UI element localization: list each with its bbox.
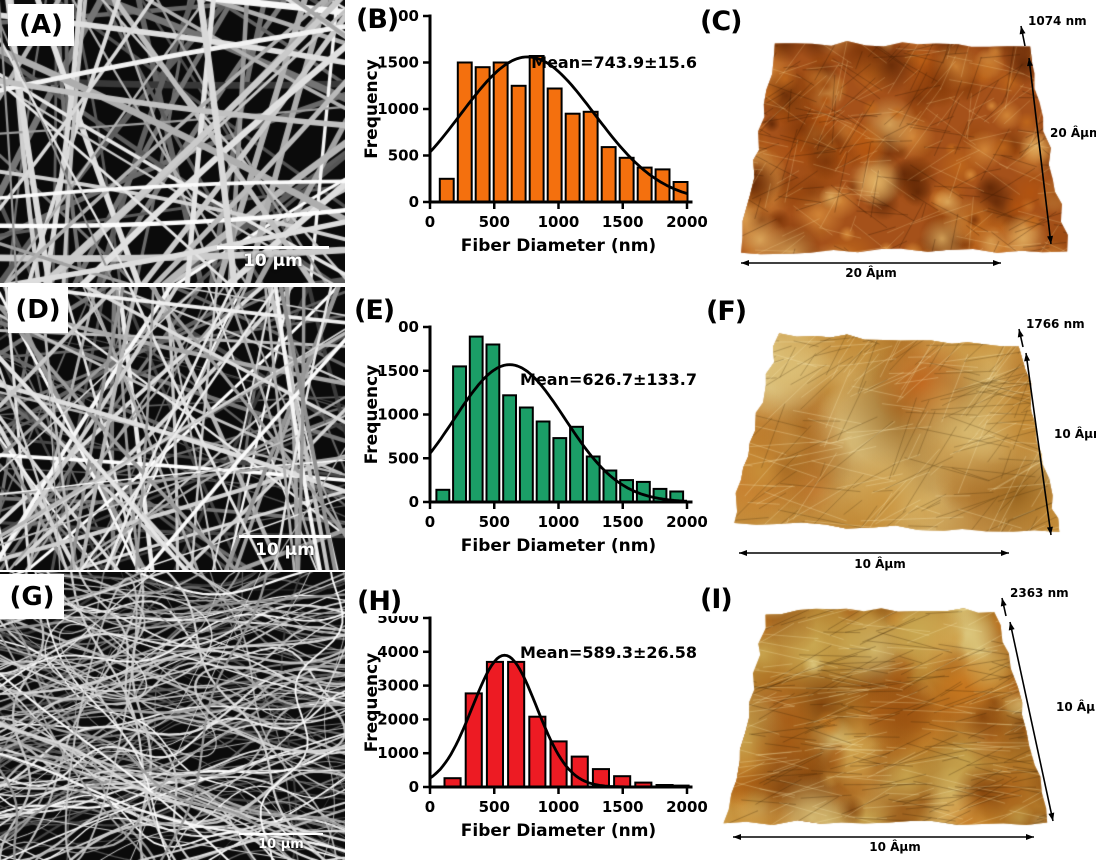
svg-text:Fiber Diameter (nm): Fiber Diameter (nm) bbox=[461, 536, 656, 556]
afm-horizontal-scale-label-i: 10 Âµm bbox=[869, 840, 921, 854]
histogram-panel-h: 0 1000 2000 3000 4000 5000 0 500 1000 1500 2000 Fib… bbox=[345, 574, 720, 860]
svg-text:0: 0 bbox=[409, 778, 419, 796]
sem-micrograph-a bbox=[0, 0, 345, 283]
sem-micrograph-d bbox=[0, 287, 345, 570]
afm-annotation-arrows-i bbox=[733, 597, 1055, 840]
afm-panel-i: 2363 nm 10 Âµm 10 Âµm bbox=[720, 574, 1096, 860]
svg-text:1000: 1000 bbox=[377, 744, 419, 762]
histogram-panel-e: 0 500 1000 1500 00 0 500 1000 1500 2000 Fiber Diam… bbox=[345, 287, 720, 574]
scale-bar-label: 10 µm bbox=[255, 540, 315, 560]
scale-bar-line bbox=[239, 833, 323, 835]
svg-text:0: 0 bbox=[409, 493, 419, 511]
sem-panel-a: (A) 10 µm bbox=[0, 0, 345, 283]
sem-micrograph-g bbox=[0, 572, 345, 860]
svg-text:Frequency: Frequency bbox=[362, 365, 382, 465]
svg-text:Frequency: Frequency bbox=[362, 59, 382, 159]
svg-text:1000: 1000 bbox=[377, 406, 419, 424]
svg-text:1500: 1500 bbox=[377, 54, 419, 72]
afm-horizontal-scale-label-c: 20 Âµm bbox=[845, 266, 897, 280]
svg-text:1500: 1500 bbox=[602, 213, 644, 231]
svg-text:Fiber Diameter (nm): Fiber Diameter (nm) bbox=[461, 821, 656, 841]
svg-text:500: 500 bbox=[479, 213, 510, 231]
svg-text:0: 0 bbox=[409, 193, 419, 211]
panel-letter-g: (G) bbox=[9, 581, 55, 612]
svg-text:1000: 1000 bbox=[538, 213, 580, 231]
svg-text:500: 500 bbox=[479, 798, 510, 816]
svg-text:Fiber Diameter (nm): Fiber Diameter (nm) bbox=[461, 236, 656, 256]
scale-bar-g: 10 µm bbox=[239, 833, 323, 852]
svg-text:1500: 1500 bbox=[602, 798, 644, 816]
svg-text:500: 500 bbox=[388, 147, 419, 165]
svg-text:2000: 2000 bbox=[377, 710, 419, 728]
svg-text:Mean=589.3±26.58: Mean=589.3±26.58 bbox=[520, 643, 697, 662]
scale-bar-line bbox=[239, 535, 331, 538]
svg-text:1500: 1500 bbox=[602, 513, 644, 531]
svg-text:1500: 1500 bbox=[377, 362, 419, 380]
panel-letter-c: (C) bbox=[700, 6, 742, 37]
svg-text:0: 0 bbox=[425, 798, 435, 816]
afm-height-label-i: 2363 nm bbox=[1010, 586, 1069, 600]
svg-text:3000: 3000 bbox=[377, 677, 419, 695]
panel-letter-b: (B) bbox=[356, 4, 399, 35]
panel-label-box-a: (A) bbox=[8, 4, 74, 46]
afm-vertical-scale-label-f: 10 Âµm bbox=[1054, 427, 1096, 441]
afm-annotation-arrows-c bbox=[741, 25, 1054, 266]
sem-panel-d: (D) 10 µm bbox=[0, 287, 345, 570]
panel-letter-h: (H) bbox=[357, 586, 402, 617]
scale-bar-label: 10 µm bbox=[243, 251, 303, 271]
svg-text:0: 0 bbox=[425, 513, 435, 531]
sem-panel-g: (G) 10 µm bbox=[0, 572, 345, 860]
panel-letter-e: (E) bbox=[354, 295, 395, 326]
svg-text:00: 00 bbox=[398, 318, 419, 336]
panel-label-box-d: (D) bbox=[8, 287, 68, 333]
panel-letter-f: (F) bbox=[706, 296, 747, 327]
panel-label-box-g: (G) bbox=[0, 574, 64, 619]
svg-text:0: 0 bbox=[425, 213, 435, 231]
scale-bar-d: 10 µm bbox=[239, 535, 331, 560]
panel-letter-a: (A) bbox=[19, 10, 63, 40]
histogram-panel-b: 0 500 1000 1500 00 0 500 1000 1500 2000 Fiber Diam… bbox=[345, 0, 720, 287]
svg-text:1000: 1000 bbox=[377, 100, 419, 118]
afm-vertical-scale-label-i: 10 Âµm bbox=[1056, 700, 1096, 714]
svg-text:4000: 4000 bbox=[377, 643, 419, 661]
afm-topography-i bbox=[720, 574, 1096, 860]
afm-topography-f bbox=[720, 287, 1096, 574]
svg-text:2000: 2000 bbox=[666, 798, 708, 816]
scale-bar-a: 10 µm bbox=[217, 246, 329, 271]
afm-height-label-c: 1074 nm bbox=[1028, 14, 1087, 28]
afm-topography-c bbox=[720, 0, 1096, 287]
svg-text:500: 500 bbox=[479, 513, 510, 531]
svg-text:1000: 1000 bbox=[538, 513, 580, 531]
svg-text:Mean=743.9±15.6: Mean=743.9±15.6 bbox=[531, 53, 697, 72]
scale-bar-line bbox=[217, 246, 329, 249]
afm-annotation-arrows-f bbox=[739, 328, 1053, 556]
afm-horizontal-scale-label-f: 10 Âµm bbox=[854, 557, 906, 571]
panel-letter-d: (D) bbox=[15, 295, 61, 325]
afm-panel-c: 1074 nm 20 Âµm 20 Âµm bbox=[720, 0, 1096, 287]
svg-text:2000: 2000 bbox=[666, 213, 708, 231]
svg-text:1000: 1000 bbox=[538, 798, 580, 816]
svg-text:Frequency: Frequency bbox=[362, 653, 382, 753]
svg-text:500: 500 bbox=[388, 449, 419, 467]
afm-vertical-scale-label-c: 20 Âµm bbox=[1050, 126, 1096, 140]
afm-height-label-f: 1766 nm bbox=[1026, 317, 1085, 331]
svg-text:2000: 2000 bbox=[666, 513, 708, 531]
scale-bar-label: 10 µm bbox=[258, 837, 304, 852]
svg-text:00: 00 bbox=[398, 7, 419, 25]
panel-letter-i: (I) bbox=[700, 584, 733, 615]
afm-panel-f: 1766 nm 10 Âµm 10 Âµm bbox=[720, 287, 1096, 574]
svg-text:Mean=626.7±133.7: Mean=626.7±133.7 bbox=[520, 370, 697, 389]
